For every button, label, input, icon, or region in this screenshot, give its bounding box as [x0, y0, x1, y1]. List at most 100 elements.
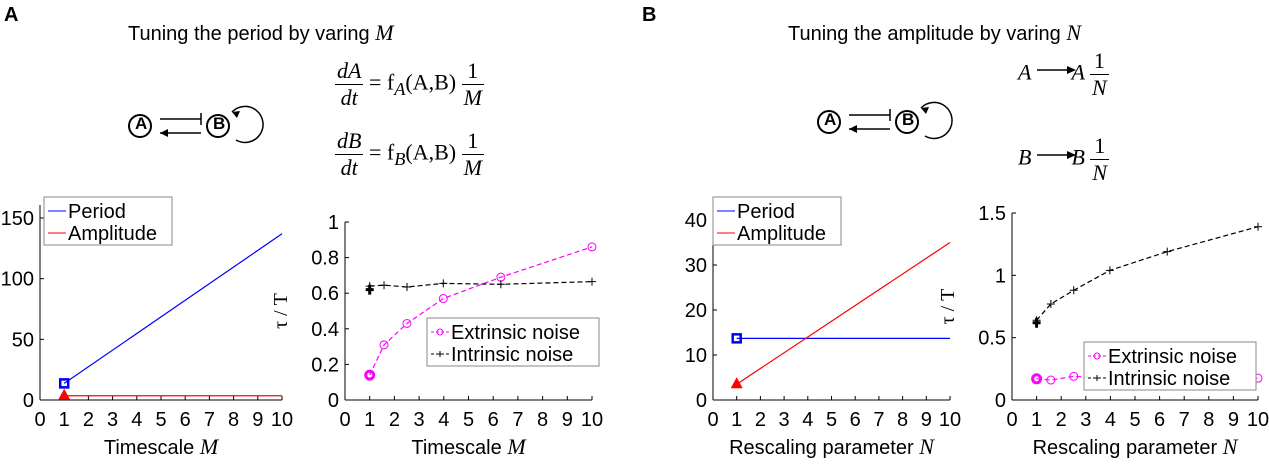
- legend-label: Amplitude: [737, 223, 826, 245]
- y-axis-label: τ / T: [270, 293, 292, 329]
- series-line-intrinsic-noise: [369, 281, 593, 288]
- x-tick-label: 10: [581, 409, 603, 431]
- x-tick-label: 4: [131, 409, 142, 431]
- panel-a-title: Tuning the period by varing M: [128, 20, 394, 45]
- y-tick-label: 0.4: [311, 319, 339, 341]
- x-tick-label: 7: [1179, 409, 1190, 431]
- x-tick-label: 5: [463, 409, 474, 431]
- x-tick-label: 6: [180, 409, 191, 431]
- highlight-marker: [1032, 317, 1041, 328]
- y-tick-label: 100: [1, 269, 34, 291]
- legend-label: Intrinsic noise: [1108, 368, 1230, 390]
- x-tick-label: 5: [826, 409, 837, 431]
- data-point: [1069, 286, 1078, 295]
- data-point: [1069, 371, 1079, 381]
- x-tick-label: 1: [59, 409, 70, 431]
- x-tick-label: 4: [1105, 409, 1116, 431]
- x-tick-label: 7: [512, 409, 523, 431]
- data-point: [588, 277, 596, 286]
- x-tick-label: 1: [731, 409, 742, 431]
- x-tick-label: 3: [107, 409, 118, 431]
- legend-box: [1083, 341, 1257, 391]
- x-axis-label: Timescale M: [411, 434, 527, 459]
- node-b: B: [213, 114, 226, 133]
- highlight-marker: [1031, 373, 1043, 385]
- y-tick-label: 1: [328, 212, 339, 234]
- x-tick-label: 9: [562, 409, 573, 431]
- x-tick-label: 0: [34, 409, 45, 431]
- x-tick-label: 5: [1129, 409, 1140, 431]
- diagram-b: [817, 66, 1076, 159]
- highlight-marker: [365, 284, 374, 295]
- x-tick-label: 7: [873, 409, 884, 431]
- series-line-amplitude: [736, 242, 951, 385]
- y-tick-label: 1.5: [978, 203, 1006, 225]
- y-tick-label: 150: [1, 208, 34, 230]
- y-tick-label: 0: [696, 390, 707, 412]
- x-tick-label: 2: [1056, 409, 1067, 431]
- panel-b-title: Tuning the amplitude by varing N: [788, 20, 1082, 45]
- x-tick-label: 1: [1031, 409, 1042, 431]
- x-tick-label: 7: [204, 409, 215, 431]
- x-tick-label: 8: [897, 409, 908, 431]
- x-axis-label: Timescale M: [104, 434, 220, 459]
- legend-box: [43, 196, 173, 246]
- x-tick-label: 3: [1080, 409, 1091, 431]
- y-tick-label: 30: [685, 255, 707, 277]
- highlight-marker: [731, 333, 742, 344]
- legend-marker: [1094, 375, 1100, 381]
- x-tick-label: 2: [83, 409, 94, 431]
- series-line-extrinsic-noise: [369, 246, 593, 376]
- x-tick-label: 4: [802, 409, 813, 431]
- legend-label: Amplitude: [68, 223, 157, 245]
- x-tick-label: 9: [1228, 409, 1239, 431]
- series-line-period: [63, 233, 283, 384]
- data-point: [1163, 247, 1172, 256]
- legend-label: Period: [68, 201, 126, 223]
- highlight-marker: [364, 369, 376, 381]
- highlight-marker: [58, 388, 71, 400]
- x-tick-label: 0: [707, 409, 718, 431]
- x-tick-label: 5: [155, 409, 166, 431]
- x-tick-label: 6: [850, 409, 861, 431]
- legend-box: [426, 317, 600, 367]
- data-point: [438, 294, 448, 304]
- x-tick-label: 4: [438, 409, 449, 431]
- data-point: [439, 279, 448, 288]
- x-tick-label: 9: [921, 409, 932, 431]
- highlight-marker: [58, 378, 70, 389]
- y-tick-label: 0: [995, 390, 1006, 412]
- node-a: A: [824, 110, 837, 129]
- legend-label: Intrinsic noise: [451, 344, 573, 366]
- node-a: A: [135, 114, 148, 133]
- y-tick-label: 1: [995, 265, 1006, 287]
- legend-marker: [1093, 352, 1101, 360]
- y-tick-label: 0.5: [978, 328, 1006, 350]
- highlight-marker: [730, 377, 743, 389]
- data-point: [402, 318, 412, 328]
- legend-marker: [437, 351, 443, 357]
- x-tick-label: 0: [339, 409, 350, 431]
- y-tick-label: 0.8: [311, 248, 339, 270]
- y-tick-label: 50: [12, 329, 34, 351]
- x-tick-label: 6: [1154, 409, 1165, 431]
- y-tick-label: 40: [685, 210, 707, 232]
- legend-box: [712, 196, 842, 246]
- x-tick-label: 2: [389, 409, 400, 431]
- node-b: B: [902, 110, 915, 129]
- data-point: [380, 281, 389, 290]
- x-axis-label: Rescaling parameter N: [1033, 434, 1239, 459]
- data-point: [402, 282, 411, 291]
- data-point: [1046, 300, 1055, 309]
- x-tick-label: 3: [414, 409, 425, 431]
